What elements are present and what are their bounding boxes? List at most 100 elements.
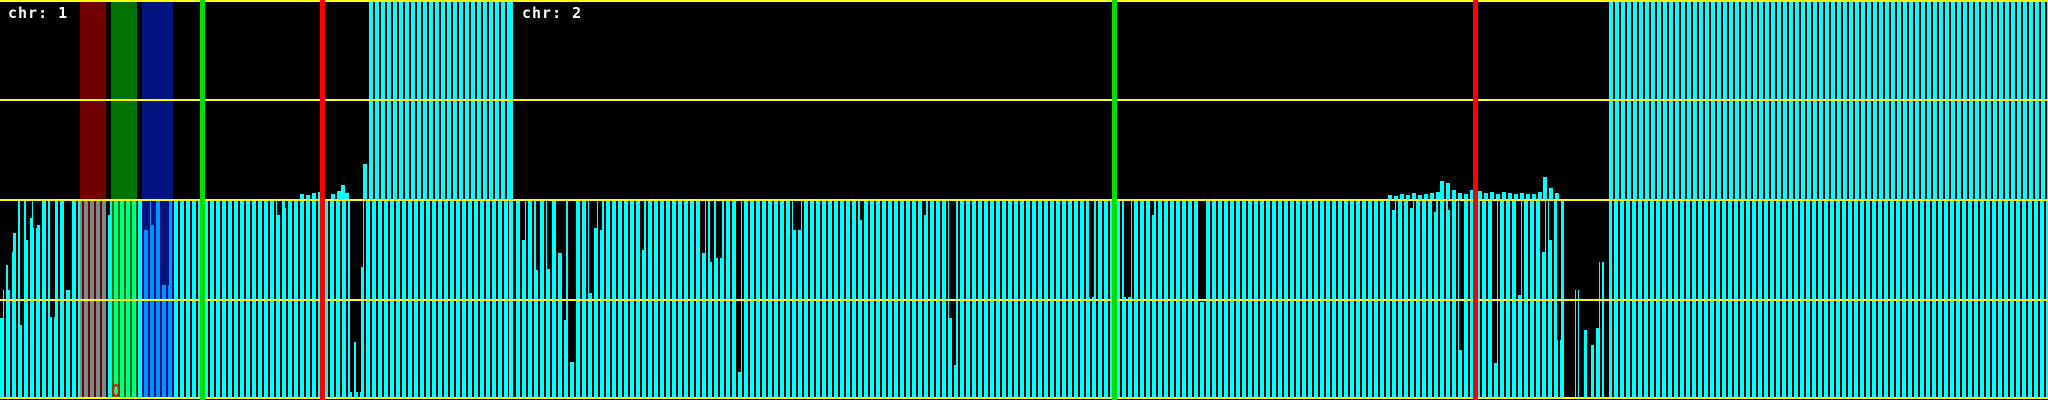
event-noise-bar <box>1412 193 1416 199</box>
event-bars-region <box>369 2 509 200</box>
depth-notch <box>1517 201 1521 295</box>
event-noise-bar <box>1520 193 1524 199</box>
depth-notch <box>277 201 280 215</box>
depth-notch <box>1595 201 1599 328</box>
event-noise-bar <box>1388 195 1392 199</box>
depth-notch <box>521 201 525 240</box>
depth-notch <box>1150 201 1154 215</box>
depth-notch <box>1200 201 1205 302</box>
depth-notch <box>1599 201 1604 262</box>
depth-notch <box>8 201 11 290</box>
event-noise-bar <box>312 193 316 199</box>
event-partial-bar <box>363 164 367 200</box>
event-noise-bar <box>1452 190 1456 199</box>
event-noise-bar <box>345 193 349 199</box>
event-noise-bar <box>1502 192 1506 199</box>
depth-notch <box>20 201 23 325</box>
event-noise-bar <box>1514 194 1518 199</box>
depth-notch <box>285 201 288 208</box>
depth-notch <box>710 201 714 262</box>
event-noise-bar <box>1458 193 1462 199</box>
depth-notch <box>1124 201 1131 297</box>
grid-line-horizontal <box>0 299 2048 301</box>
depth-notch <box>562 201 566 320</box>
grid-line-horizontal <box>0 99 2048 101</box>
event-noise-bar <box>1406 195 1410 199</box>
depth-notch <box>640 201 644 250</box>
depth-notch <box>1557 201 1561 340</box>
depth-notch <box>37 201 41 225</box>
depth-notch <box>3 201 5 290</box>
depth-notch <box>107 201 110 215</box>
depth-notch <box>716 201 722 258</box>
event-noise-bar <box>1400 194 1404 199</box>
event-noise-bar <box>1490 192 1494 199</box>
marker-line-red <box>320 0 325 400</box>
event-noise-bar <box>1543 177 1547 199</box>
event-noise-bar <box>1555 193 1559 199</box>
depth-notch <box>558 201 562 253</box>
depth-notch <box>1392 201 1395 210</box>
depth-notch <box>1575 201 1579 290</box>
selection-ellipse-marker <box>112 384 120 397</box>
event-noise-bar <box>1549 188 1553 199</box>
event-noise-bar <box>1532 194 1536 199</box>
panel-label-1: chr: 1 <box>8 4 69 22</box>
event-noise-bar <box>1484 193 1488 199</box>
depth-notch <box>361 201 363 267</box>
depth-notch <box>598 201 602 230</box>
event-noise-bar <box>1470 190 1474 199</box>
depth-notch <box>1549 201 1553 240</box>
depth-notch <box>1591 201 1595 345</box>
event-noise-bar <box>300 194 304 199</box>
depth-notch <box>1410 201 1413 208</box>
depth-notch <box>1541 201 1545 252</box>
event-noise-bar <box>1430 193 1434 199</box>
event-noise-bar <box>1538 192 1542 199</box>
depth-notch <box>569 201 576 362</box>
depth-notch <box>5 201 8 265</box>
depth-notch <box>793 201 801 230</box>
depth-notch <box>589 201 593 293</box>
depth-notch <box>50 201 55 317</box>
depth-notch <box>547 201 551 269</box>
depth-notch <box>65 201 70 290</box>
panel-label-2: chr: 2 <box>522 4 583 22</box>
depth-notch <box>922 201 926 215</box>
depth-notch <box>0 201 3 318</box>
marker-line-green <box>1112 0 1117 400</box>
event-noise-bar <box>1508 193 1512 199</box>
event-noise-bar <box>337 191 341 199</box>
depth-notch <box>536 201 540 270</box>
depth-notch <box>33 201 37 228</box>
depth-notch <box>953 201 956 365</box>
event-noise-bar <box>1436 192 1440 199</box>
event-noise-bar <box>1424 194 1428 199</box>
depth-notch <box>700 201 705 253</box>
grid-line-horizontal <box>0 0 2048 2</box>
depth-notch <box>26 201 29 240</box>
depth-notch <box>11 201 13 252</box>
depth-notch <box>1448 201 1452 210</box>
depth-notch <box>1493 201 1497 363</box>
event-noise-bar <box>306 195 310 199</box>
event-noise-bar <box>1464 194 1468 199</box>
depth-notch <box>356 201 361 392</box>
event-noise-bar <box>1496 194 1500 199</box>
event-noise-bar <box>341 185 345 199</box>
event-noise-bar <box>1446 183 1450 199</box>
depth-notch <box>860 201 864 220</box>
depth-notch <box>949 201 953 318</box>
depth-notch <box>353 201 356 342</box>
event-noise-bar <box>1478 191 1482 199</box>
marker-line-red <box>1473 0 1478 400</box>
grid-line-horizontal <box>0 397 2048 399</box>
depth-notch <box>1089 201 1094 297</box>
grid-line-horizontal <box>0 199 2048 201</box>
depth-notch <box>1459 201 1463 350</box>
depth-notch <box>1583 201 1587 330</box>
depth-notch <box>350 201 353 392</box>
depth-notch <box>593 201 597 228</box>
event-noise-bar <box>331 194 335 199</box>
